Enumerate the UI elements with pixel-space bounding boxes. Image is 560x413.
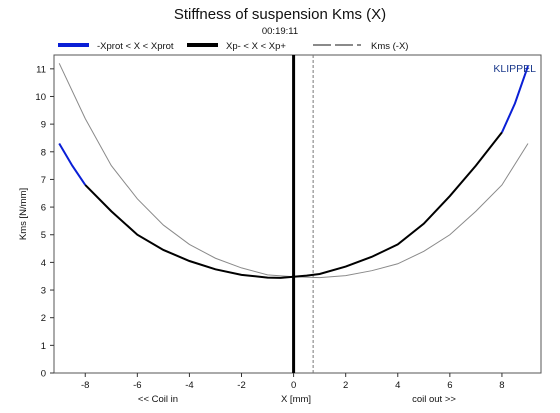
legend: -Xprot < X < Xprot Xp- < X < Xp+ Kms (-X… bbox=[58, 41, 408, 52]
y-tick-label: 4 bbox=[41, 258, 46, 269]
x-tick-label: 8 bbox=[499, 380, 504, 391]
y-tick-label: 1 bbox=[41, 341, 46, 352]
y-tick-label: 10 bbox=[35, 92, 46, 103]
x-tick-label: -2 bbox=[237, 380, 245, 391]
plot-frame bbox=[53, 54, 542, 374]
y-tick-label: 2 bbox=[41, 313, 46, 324]
y-tick-label: 7 bbox=[41, 175, 46, 186]
legend-label-xp: Xp- < X < Xp+ bbox=[226, 41, 286, 52]
y-tick-label: 0 bbox=[41, 369, 46, 380]
x-axis-note-left: << Coil in bbox=[138, 394, 178, 405]
axis-ticks: -8 -6 -4 -2 0 2 4 6 8 0 1 2 3 4 5 6 7 8 9 10 11 bbox=[35, 64, 504, 391]
x-tick-label: -6 bbox=[133, 380, 141, 391]
x-tick-label: 2 bbox=[343, 380, 348, 391]
x-axis-note-right: coil out >> bbox=[412, 394, 456, 405]
y-tick-label: 3 bbox=[41, 286, 46, 297]
legend-label-neg: Kms (-X) bbox=[371, 41, 408, 52]
y-tick-label: 9 bbox=[41, 120, 46, 131]
series-xp-range bbox=[84, 131, 503, 279]
y-tick-label: 8 bbox=[41, 147, 46, 158]
x-tick-label: 0 bbox=[291, 380, 296, 391]
x-tick-label: 4 bbox=[395, 380, 400, 391]
series-lines bbox=[58, 55, 529, 373]
x-tick-label: -4 bbox=[185, 380, 193, 391]
y-tick-label: 5 bbox=[41, 230, 46, 241]
y-tick-label: 11 bbox=[36, 64, 46, 75]
y-tick-label: 6 bbox=[41, 203, 46, 214]
chart-title: Stiffness of suspension Kms (X) bbox=[174, 6, 386, 23]
brand-label: KLIPPEL bbox=[493, 63, 536, 75]
legend-label-prot: -Xprot < X < Xprot bbox=[97, 41, 174, 52]
chart-timestamp: 00:19:11 bbox=[262, 26, 298, 37]
series-prot-range bbox=[58, 65, 529, 186]
x-tick-label: -8 bbox=[81, 380, 89, 391]
x-tick-label: 6 bbox=[447, 380, 452, 391]
x-axis-label: X [mm] bbox=[281, 394, 311, 405]
y-axis-label: Kms [N/mm] bbox=[18, 188, 29, 240]
